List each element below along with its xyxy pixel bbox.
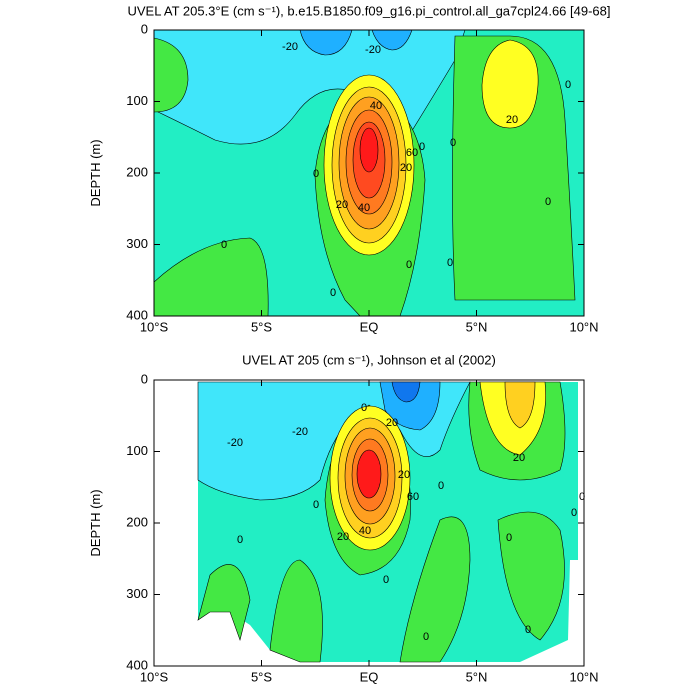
- contour-label: -20: [227, 437, 243, 449]
- y-tick-label: 300: [126, 586, 148, 601]
- x-tick-label: 5°S: [251, 669, 272, 684]
- contour-label: -20: [365, 44, 381, 56]
- contour-label: 0: [579, 491, 585, 503]
- chart-title: UVEL AT 205 (cm s⁻¹), Johnson et al (200…: [242, 352, 496, 367]
- y-tick-label: 0: [141, 21, 148, 36]
- contour-label: 20: [336, 199, 348, 211]
- contour-label: -20: [292, 426, 308, 438]
- contour-label: 0: [237, 534, 243, 546]
- contour-label: 20: [506, 114, 518, 126]
- contour-label: 0: [383, 574, 389, 586]
- contour-label: 0: [330, 287, 336, 299]
- contour-label: 0: [406, 259, 412, 271]
- contour-label: 40: [370, 100, 382, 112]
- y-tick-label: 200: [126, 164, 148, 179]
- x-tick-label: 10°S: [140, 319, 169, 334]
- contour-label: 60: [406, 147, 418, 159]
- contour-label: 60: [407, 491, 419, 503]
- contour-label: 20: [400, 162, 412, 174]
- contour-label: 0: [313, 168, 319, 180]
- y-tick-label: 400: [126, 657, 148, 672]
- chart-title: UVEL AT 205.3°E (cm s⁻¹), b.e15.B1850.f0…: [127, 3, 610, 18]
- contour-label: 0: [447, 257, 453, 269]
- contour-label: 0: [565, 79, 571, 91]
- contour-label: 0: [571, 507, 577, 519]
- contour-field: [197, 381, 578, 663]
- y-tick-label: 100: [126, 443, 148, 458]
- x-tick-label: 10°S: [140, 669, 169, 684]
- contour-label: 0: [423, 631, 429, 643]
- y-axis-label: DEPTH (m): [88, 489, 103, 556]
- contour-label: 0: [450, 137, 456, 149]
- contour-label: 0: [419, 141, 425, 153]
- contour-label: 0: [313, 499, 319, 511]
- x-tick-label: 10°N: [569, 319, 598, 334]
- x-tick-label: EQ: [360, 319, 379, 334]
- contour-label: 0: [221, 239, 227, 251]
- contour-label: 0: [506, 532, 512, 544]
- contour-label: 40: [358, 202, 370, 214]
- contour-label: 20: [386, 417, 398, 429]
- contour-field: [154, 30, 584, 316]
- x-tick-label: EQ: [360, 669, 379, 684]
- y-tick-label: 0: [141, 371, 148, 386]
- contour-label: 20: [513, 452, 525, 464]
- contour-label: 0: [438, 480, 444, 492]
- contour-label: 0: [545, 196, 551, 208]
- x-tick-label: 5°N: [466, 669, 488, 684]
- x-tick-label: 5°S: [251, 319, 272, 334]
- contour-label: 0: [361, 402, 367, 414]
- y-axis-label: DEPTH (m): [88, 139, 103, 206]
- y-tick-label: 400: [126, 307, 148, 322]
- contour-label: 20: [337, 531, 349, 543]
- x-tick-label: 5°N: [466, 319, 488, 334]
- contour-label: 40: [359, 525, 371, 537]
- contour-label: 0: [525, 624, 531, 636]
- y-tick-label: 300: [126, 236, 148, 251]
- contour-label: -20: [282, 41, 298, 53]
- y-tick-label: 200: [126, 514, 148, 529]
- y-tick-label: 100: [126, 93, 148, 108]
- contour-label: 20: [398, 469, 410, 481]
- x-tick-label: 10°N: [569, 669, 598, 684]
